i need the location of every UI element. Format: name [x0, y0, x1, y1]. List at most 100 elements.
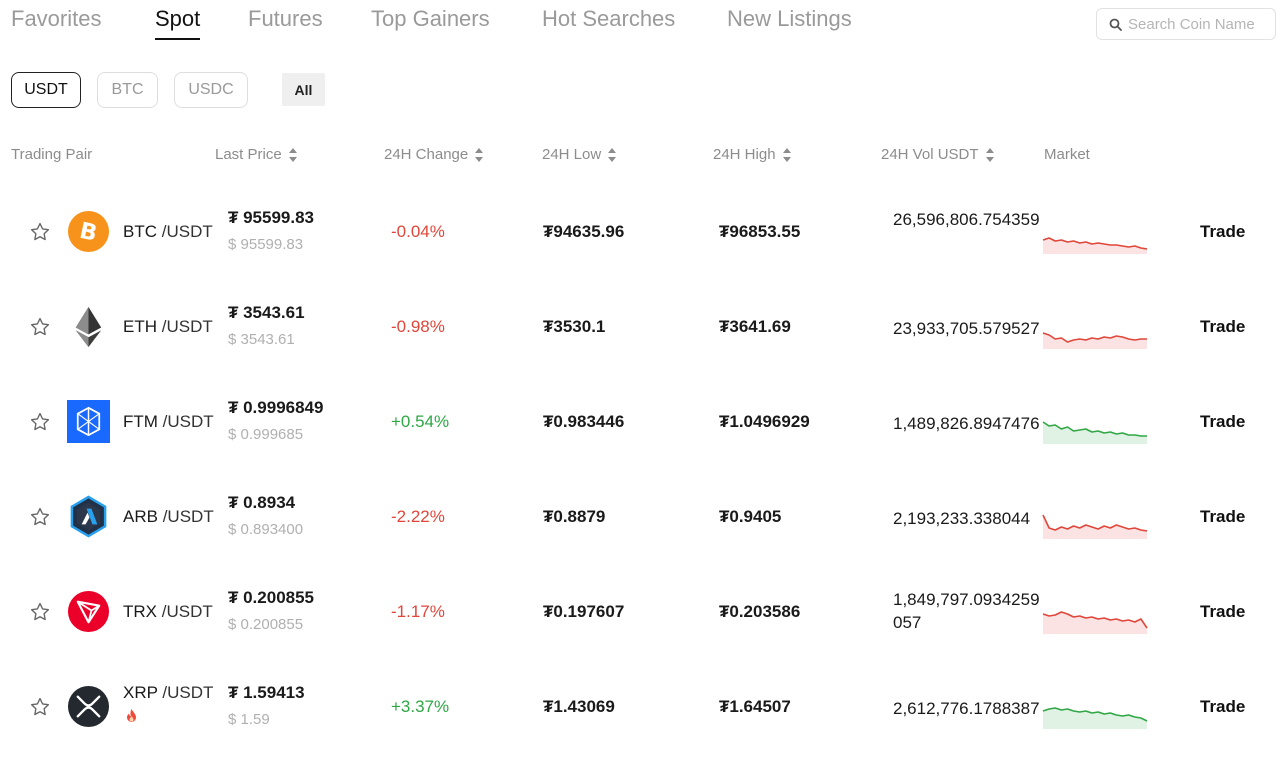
sparkline-area: [1043, 333, 1147, 349]
trade-button[interactable]: Trade: [1200, 507, 1246, 526]
star-icon[interactable]: [29, 221, 51, 243]
tab-futures[interactable]: Futures: [248, 6, 323, 31]
sparkline-chart: [1042, 514, 1148, 539]
change-percent: +3.37%: [391, 697, 450, 716]
usd-price: $ 0.893400: [228, 521, 304, 538]
low-price: ₮0.8879: [543, 507, 606, 526]
volume: 23,933,705.579527: [893, 319, 1040, 338]
last-price: ₮ 95599.83: [228, 208, 315, 227]
header-24h-low[interactable]: 24H Low: [542, 146, 617, 163]
sparkline-chart: [1042, 421, 1147, 444]
sort-icon: [782, 147, 792, 162]
filter-usdc-button[interactable]: USDC: [174, 72, 248, 108]
high-price: ₮0.203586: [719, 602, 801, 621]
last-price: ₮ 0.9996849: [228, 398, 324, 417]
sparkline-line: [1042, 237, 1148, 250]
change-percent: -1.17%: [391, 602, 445, 621]
volume: 2,193,233.338044: [893, 509, 1031, 528]
sparkline-line: [1042, 421, 1147, 437]
eth-icon: [75, 306, 102, 348]
usd-price: $ 95599.83: [228, 236, 304, 253]
sort-icon: [985, 147, 995, 162]
last-price: ₮ 0.8934: [228, 493, 296, 512]
trade-button[interactable]: Trade: [1200, 412, 1246, 431]
xrp-icon: [67, 685, 110, 728]
high-price: ₮1.64507: [719, 697, 791, 716]
filter-usdt-button[interactable]: USDT: [11, 72, 81, 108]
tab-top-gainers[interactable]: Top Gainers: [371, 6, 490, 31]
change-percent: -2.22%: [391, 507, 445, 526]
trade-button[interactable]: Trade: [1200, 602, 1246, 621]
pair-label: BTC /USDT: [123, 222, 213, 241]
star-icon[interactable]: [29, 601, 51, 623]
pair-label: ETH /USDT: [123, 317, 213, 336]
pair-label: XRP /USDT: [123, 683, 214, 702]
pair-label: FTM /USDT: [123, 412, 214, 431]
trade-button[interactable]: Trade: [1200, 317, 1246, 336]
star-icon[interactable]: [29, 696, 51, 718]
tab-spot[interactable]: Spot: [155, 6, 201, 40]
table-row[interactable]: B BTC /USDT ₮ 95599.83 $ 95599.83 -0.04%…: [0, 184, 1280, 279]
sparkline-line: [1042, 707, 1148, 722]
tab-hot-searches[interactable]: Hot Searches: [542, 6, 676, 31]
header-24h-change[interactable]: 24H Change: [384, 146, 484, 163]
table-row[interactable]: TRX /USDT ₮ 0.200855 $ 0.200855 -1.17% ₮…: [0, 564, 1280, 659]
search-icon: [1109, 18, 1122, 31]
high-price: ₮96853.55: [719, 222, 801, 241]
sparkline-chart: [1042, 707, 1148, 729]
arb-icon: [70, 495, 107, 538]
low-price: ₮0.197607: [543, 602, 625, 621]
star-icon[interactable]: [29, 506, 51, 528]
volume: 2,612,776.1788387: [893, 699, 1040, 718]
header-market: Market: [1044, 146, 1090, 163]
sparkline-area: [1043, 422, 1147, 444]
trade-button[interactable]: Trade: [1200, 222, 1246, 241]
header-24h-volume[interactable]: 24H Vol USDT: [881, 146, 995, 163]
filter-btc-button[interactable]: BTC: [97, 72, 158, 108]
table-row[interactable]: XRP /USDT ₮ 1.59413 $ 1.59 +3.37% ₮1.430…: [0, 659, 1280, 754]
change-percent: +0.54%: [391, 412, 450, 431]
search-input[interactable]: [1128, 15, 1263, 33]
low-price: ₮94635.96: [543, 222, 625, 241]
filter-all-button[interactable]: All: [282, 73, 325, 106]
volume: 1,849,797.0934259057: [893, 590, 1040, 632]
last-price: ₮ 1.59413: [228, 683, 305, 702]
trx-icon: [67, 590, 110, 633]
usd-price: $ 0.200855: [228, 616, 304, 633]
header-24h-high[interactable]: 24H High: [713, 146, 792, 163]
search-box[interactable]: [1096, 8, 1276, 40]
pair-label: ARB /USDT: [123, 507, 214, 526]
sparkline-line: [1042, 514, 1148, 532]
header-last-price[interactable]: Last Price: [215, 146, 298, 163]
sparkline-area: [1043, 612, 1147, 634]
tab-new-listings[interactable]: New Listings: [727, 6, 852, 31]
low-price: ₮0.983446: [543, 412, 625, 431]
tab-favorites[interactable]: Favorites: [11, 6, 102, 31]
volume: 26,596,806.754359: [893, 210, 1040, 229]
high-price: ₮1.0496929: [719, 412, 810, 431]
star-icon[interactable]: [29, 411, 51, 433]
star-icon[interactable]: [29, 316, 51, 338]
low-price: ₮1.43069: [543, 697, 615, 716]
high-price: ₮3641.69: [719, 317, 791, 336]
change-percent: -0.98%: [391, 317, 445, 336]
ftm-icon: [67, 400, 110, 443]
sparkline-line: [1042, 332, 1147, 343]
sparkline-area: [1043, 515, 1147, 539]
sparkline-chart: [1042, 332, 1147, 349]
last-price: ₮ 3543.61: [228, 303, 305, 322]
low-price: ₮3530.1: [543, 317, 606, 336]
sparkline-area: [1043, 708, 1147, 729]
sparkline-chart: [1042, 611, 1148, 634]
header-trading-pair: Trading Pair: [11, 146, 93, 163]
usd-price: $ 3543.61: [228, 331, 295, 348]
trade-button[interactable]: Trade: [1200, 697, 1246, 716]
table-row[interactable]: FTM /USDT ₮ 0.9996849 $ 0.999685 +0.54% …: [0, 374, 1280, 469]
table-row[interactable]: ARB /USDT ₮ 0.8934 $ 0.893400 -2.22% ₮0.…: [0, 469, 1280, 564]
sparkline-line: [1042, 611, 1148, 629]
table-row[interactable]: ETH /USDT ₮ 3543.61 $ 3543.61 -0.98% ₮35…: [0, 279, 1280, 374]
last-price: ₮ 0.200855: [228, 588, 315, 607]
usd-price: $ 1.59: [228, 711, 270, 728]
sort-icon: [288, 147, 298, 162]
fire-icon: [127, 709, 136, 722]
